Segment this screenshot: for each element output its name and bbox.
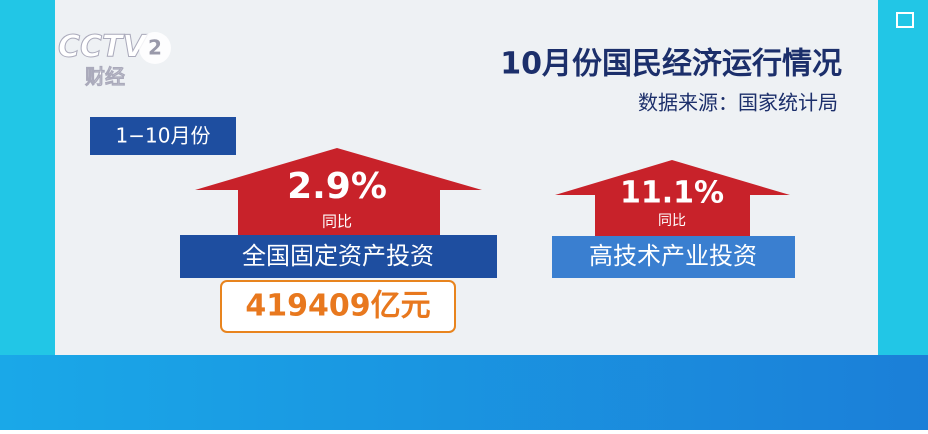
logo-circle <box>139 32 171 64</box>
logo-name: 财经 <box>85 65 125 89</box>
change-label: 同比 <box>658 213 686 229</box>
period: 1−10月份 <box>116 124 211 148</box>
logo-number: 2 <box>148 36 162 60</box>
change-label: 同比 <box>322 213 352 231</box>
bottom-band <box>0 355 928 430</box>
item-name: 高技术产业投资 <box>589 242 757 270</box>
panel <box>55 0 878 355</box>
name-box <box>180 235 497 278</box>
period-box <box>90 117 236 155</box>
logo-channel: CCTV <box>58 30 148 65</box>
name-box <box>552 236 795 278</box>
item-name: 全国固定资产投资 <box>242 242 434 270</box>
corner-icon <box>896 12 914 28</box>
arrow <box>555 160 790 238</box>
title: 10月份国民经济运行情况 <box>500 47 842 82</box>
change: 2.9% <box>287 166 387 207</box>
amount: 419409亿元 <box>245 289 430 324</box>
arrow <box>195 148 482 240</box>
source: 数据来源：国家统计局 <box>638 91 838 115</box>
amount-box <box>220 280 456 333</box>
change: 11.1% <box>620 176 724 211</box>
